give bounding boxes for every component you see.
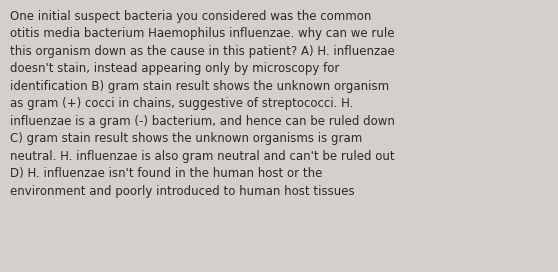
Text: One initial suspect bacteria you considered was the common
otitis media bacteriu: One initial suspect bacteria you conside… — [10, 10, 395, 197]
